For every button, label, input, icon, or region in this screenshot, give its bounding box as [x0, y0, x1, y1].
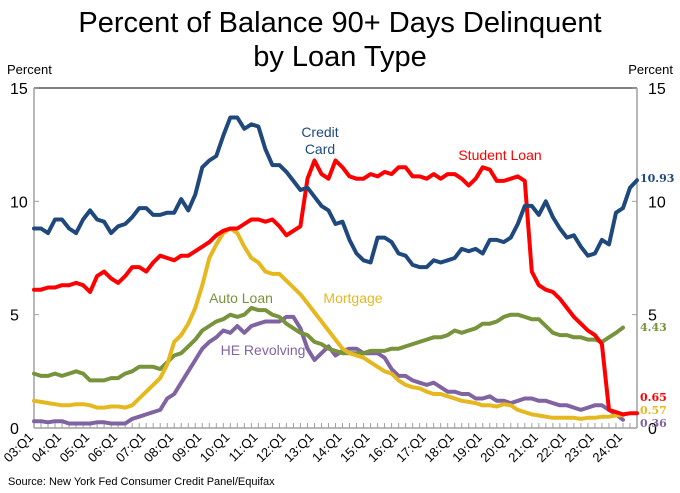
series-line-auto-loan: [32, 305, 625, 383]
x-tick-label: 13:Q1: [281, 430, 317, 466]
y-axis-label-left: Percent: [7, 62, 52, 77]
series-label-credit-card: Card: [305, 141, 335, 157]
x-tick-label: 09:Q1: [169, 430, 205, 466]
end-value-label-auto-loan: 4.43: [640, 321, 667, 334]
series-label-mortgage: Mortgage: [323, 290, 382, 306]
y-tick-label-left: 10: [10, 194, 28, 211]
x-tick-label: 12:Q1: [253, 430, 289, 466]
x-tick-label: 23:Q1: [561, 430, 597, 466]
series-label-he-revolving: HE Revolving: [221, 342, 306, 358]
x-tick-label: 16:Q1: [365, 430, 401, 466]
x-tick-label: 22:Q1: [533, 430, 569, 466]
end-value-label-mortgage: 0.57: [640, 404, 667, 417]
x-tick-label: 06:Q1: [85, 430, 121, 466]
x-tick-label: 20:Q1: [477, 430, 513, 466]
x-tick-label: 21:Q1: [505, 430, 541, 466]
y-tick-label-right: 10: [648, 194, 666, 211]
chart-title-line-1: Percent of Balance 90+ Days Delinquent: [78, 7, 602, 39]
x-tick-label: 07:Q1: [113, 430, 149, 466]
series-label-auto-loan: Auto Loan: [209, 290, 273, 306]
series-line-student-loan: [32, 158, 639, 417]
x-tick-label: 14:Q1: [309, 430, 345, 466]
end-value-label-credit-card: 10.93: [640, 172, 674, 185]
x-tick-label: 11:Q1: [226, 430, 261, 465]
x-tick-label: 08:Q1: [141, 430, 177, 466]
x-tick-label: 10:Q1: [197, 430, 233, 466]
series-line-mortgage: [32, 226, 625, 421]
x-tick-label: 15:Q1: [337, 430, 373, 466]
y-tick-label-right: 15: [648, 81, 666, 98]
x-tick-label: 17:Q1: [393, 430, 429, 466]
end-value-label-student-loan: 0.65: [640, 391, 667, 404]
x-tick-label: 04:Q1: [29, 430, 65, 466]
y-axis-label-right: Percent: [628, 62, 673, 77]
chart-title-line-2: by Loan Type: [253, 41, 427, 73]
series-label-student-loan: Student Loan: [458, 147, 541, 163]
x-tick-label: 05:Q1: [57, 430, 93, 466]
y-tick-label-left: 15: [10, 81, 28, 98]
end-value-label-he-revolving: 0.36: [640, 417, 667, 430]
y-tick-label-left: 0: [10, 421, 19, 438]
source-note: Source: New York Fed Consumer Credit Pan…: [8, 476, 275, 488]
series-label-credit-card: Credit: [301, 124, 338, 140]
x-tick-label: 24:Q1: [589, 430, 625, 466]
series-line-credit-card: [32, 115, 639, 270]
x-tick-label: 19:Q1: [449, 430, 485, 466]
y-tick-label-right: 0: [648, 421, 657, 438]
y-tick-label-right: 5: [648, 308, 657, 325]
x-tick-label: 18:Q1: [421, 430, 457, 466]
y-tick-label-left: 5: [10, 308, 19, 325]
